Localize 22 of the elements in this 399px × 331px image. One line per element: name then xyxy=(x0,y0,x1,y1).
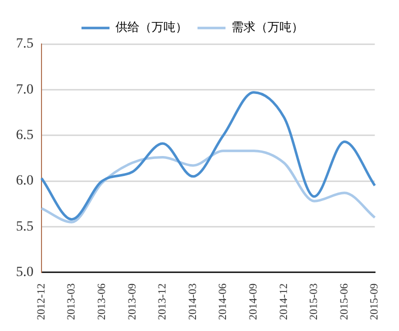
x-tick-label: 2013-06 xyxy=(96,282,108,320)
legend-label: 需求（万吨） xyxy=(232,20,304,34)
x-tick-label: 2014-06 xyxy=(217,282,230,320)
x-tick-label: 2015-03 xyxy=(308,282,320,320)
legend-label: 供给（万吨） xyxy=(116,20,188,34)
x-tick-label: 2014-03 xyxy=(186,282,199,320)
y-tick-label: 6.5 xyxy=(16,128,34,144)
x-tick-label: 2014-12 xyxy=(278,283,290,320)
x-tick-label: 2013-03 xyxy=(66,282,78,320)
x-tick-label: 2012-12 xyxy=(35,283,48,320)
x-tick-label: 2013-12 xyxy=(156,283,169,320)
y-tick-label: 5.0 xyxy=(16,265,34,280)
x-tick-label: 2015-09 xyxy=(368,282,381,320)
line-series xyxy=(40,150,376,224)
y-tick-label: 7.0 xyxy=(16,82,34,98)
y-tick-label: 6.0 xyxy=(16,174,34,189)
x-tick-label: 2014-09 xyxy=(247,282,260,320)
y-tick-label: 7.5 xyxy=(16,36,34,52)
x-tick-label: 2015-06 xyxy=(338,282,350,320)
line-series xyxy=(40,91,376,221)
x-tick-label: 2013-09 xyxy=(126,282,138,320)
y-tick-label: 5.5 xyxy=(16,219,34,234)
